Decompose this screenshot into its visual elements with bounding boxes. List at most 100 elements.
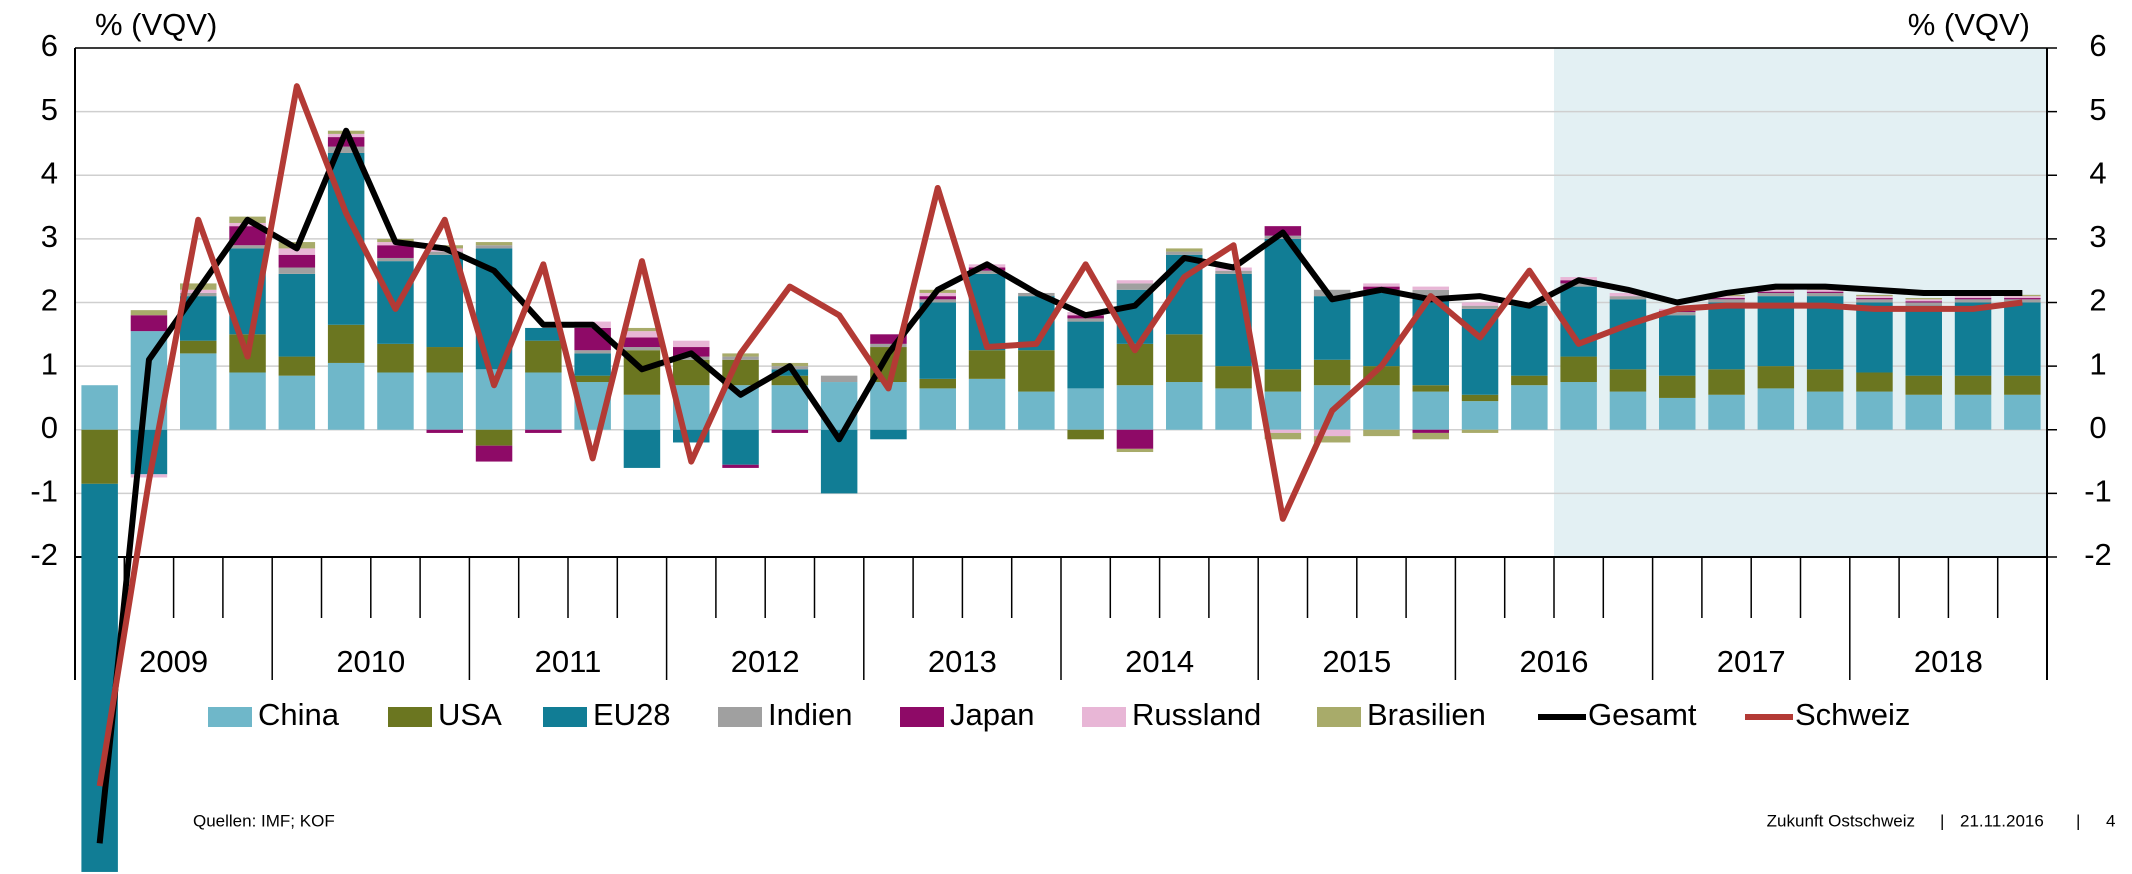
bar-segment — [2004, 294, 2041, 297]
bar-segment — [1116, 429, 1154, 449]
bar-segment — [1412, 289, 1449, 297]
bar-segment — [771, 369, 809, 376]
y-tick-label: 3 — [41, 219, 58, 254]
bar-segment — [229, 372, 266, 430]
legend-swatch — [543, 707, 587, 727]
legend-swatch — [388, 707, 432, 727]
bar-segment — [1363, 385, 1400, 430]
bar-segment — [426, 251, 463, 255]
bar-segment — [1363, 429, 1400, 437]
bar-segment — [377, 343, 414, 373]
legend-swatch — [1317, 707, 1361, 727]
bar-segment — [623, 327, 661, 332]
bar-segment — [623, 347, 661, 351]
bar-segment — [2004, 296, 2041, 299]
bar-segment — [870, 334, 907, 344]
bar-segment — [1313, 289, 1351, 297]
legend-label: EU28 — [593, 697, 671, 732]
bar-segment — [870, 429, 907, 440]
y-tick-label: 1 — [41, 346, 58, 381]
bar-segment — [1954, 298, 1992, 300]
x-tick-label: 2013 — [928, 644, 997, 679]
bar-segment — [722, 429, 759, 465]
bar-segment — [1856, 296, 1893, 299]
bar-segment — [2004, 394, 2041, 430]
y-tick-label: 6 — [41, 28, 58, 63]
x-tick-label: 2016 — [1520, 644, 1589, 679]
bar-segment — [1067, 321, 1104, 389]
bar-segment — [1757, 291, 1795, 293]
bar-segment — [2004, 302, 2041, 376]
bar-segment — [1708, 302, 1745, 370]
bar-segment — [1609, 299, 1647, 370]
bar-segment — [81, 429, 118, 484]
bar-segment — [475, 429, 513, 446]
bar-segment — [1856, 294, 1893, 297]
legend-swatch — [1082, 707, 1126, 727]
bar-segment — [426, 347, 463, 373]
bar-segment — [1905, 301, 1942, 303]
bar-segment — [919, 388, 956, 430]
bar-segment — [1806, 289, 1844, 292]
bar-segment — [130, 310, 168, 316]
bar-segment — [1659, 312, 1696, 316]
bar-segment — [81, 483, 118, 872]
bar-segment — [1905, 298, 1942, 300]
bar-segment — [1609, 296, 1647, 300]
bar-segment — [1461, 429, 1499, 433]
bar-segment — [1560, 382, 1597, 430]
bar-segment — [278, 248, 316, 255]
bar-segment — [475, 242, 513, 246]
bar-segment — [870, 343, 907, 348]
x-tick-label: 2012 — [731, 644, 800, 679]
bar-segment — [327, 362, 365, 430]
bar-segment — [919, 302, 956, 379]
bar-segment — [1264, 429, 1302, 433]
bar-segment — [1905, 394, 1942, 430]
line-series — [96, 83, 2023, 787]
legend-label: Japan — [950, 697, 1034, 732]
bar-segment — [623, 337, 661, 348]
bar-segment — [1116, 448, 1154, 453]
page-number: 4 — [2106, 811, 2115, 830]
bar-segment — [1954, 394, 1992, 430]
bar-segment — [623, 429, 661, 468]
bar-segment — [1856, 298, 1893, 300]
bar-segment — [574, 375, 611, 383]
legend-label: Gesamt — [1588, 697, 1697, 732]
bar-segment — [1313, 296, 1351, 360]
bar-segment — [1264, 369, 1302, 392]
y2-tick-label: 0 — [2089, 410, 2106, 445]
separator: | — [2076, 811, 2080, 830]
legend-label: Brasilien — [1367, 697, 1486, 732]
y-axis-label: % (VQV) — [95, 7, 217, 42]
x-tick-label: 2014 — [1125, 644, 1194, 679]
bar-segment — [1313, 429, 1351, 437]
bar-segment — [771, 375, 809, 386]
bar-segment — [525, 340, 562, 373]
bar-segment — [820, 375, 858, 383]
bar-segment — [1067, 318, 1104, 322]
y2-tick-label: 2 — [2089, 283, 2106, 318]
legend-label: Russland — [1132, 697, 1261, 732]
bar-segment — [278, 273, 316, 357]
bar-segment — [1412, 391, 1449, 430]
legend-label: USA — [438, 697, 502, 732]
bar-segment — [1363, 283, 1400, 287]
bar-segment — [574, 350, 611, 354]
bar-segment — [1511, 305, 1548, 376]
y2-tick-label: -2 — [2084, 537, 2112, 572]
bar-segment — [1905, 305, 1942, 376]
bar-segment — [327, 324, 365, 363]
bar-segment — [1954, 302, 1992, 376]
x-tick-label: 2017 — [1717, 644, 1786, 679]
legend-swatch — [208, 707, 252, 727]
bar-segment — [1412, 429, 1449, 433]
bar-segment — [1461, 401, 1499, 430]
bar-segment — [1757, 388, 1795, 430]
legend-swatch — [718, 707, 762, 727]
bar-segment — [2004, 375, 2041, 395]
bar-segment — [278, 267, 316, 274]
bar-segment — [377, 245, 414, 258]
bar-segment — [1215, 388, 1252, 430]
